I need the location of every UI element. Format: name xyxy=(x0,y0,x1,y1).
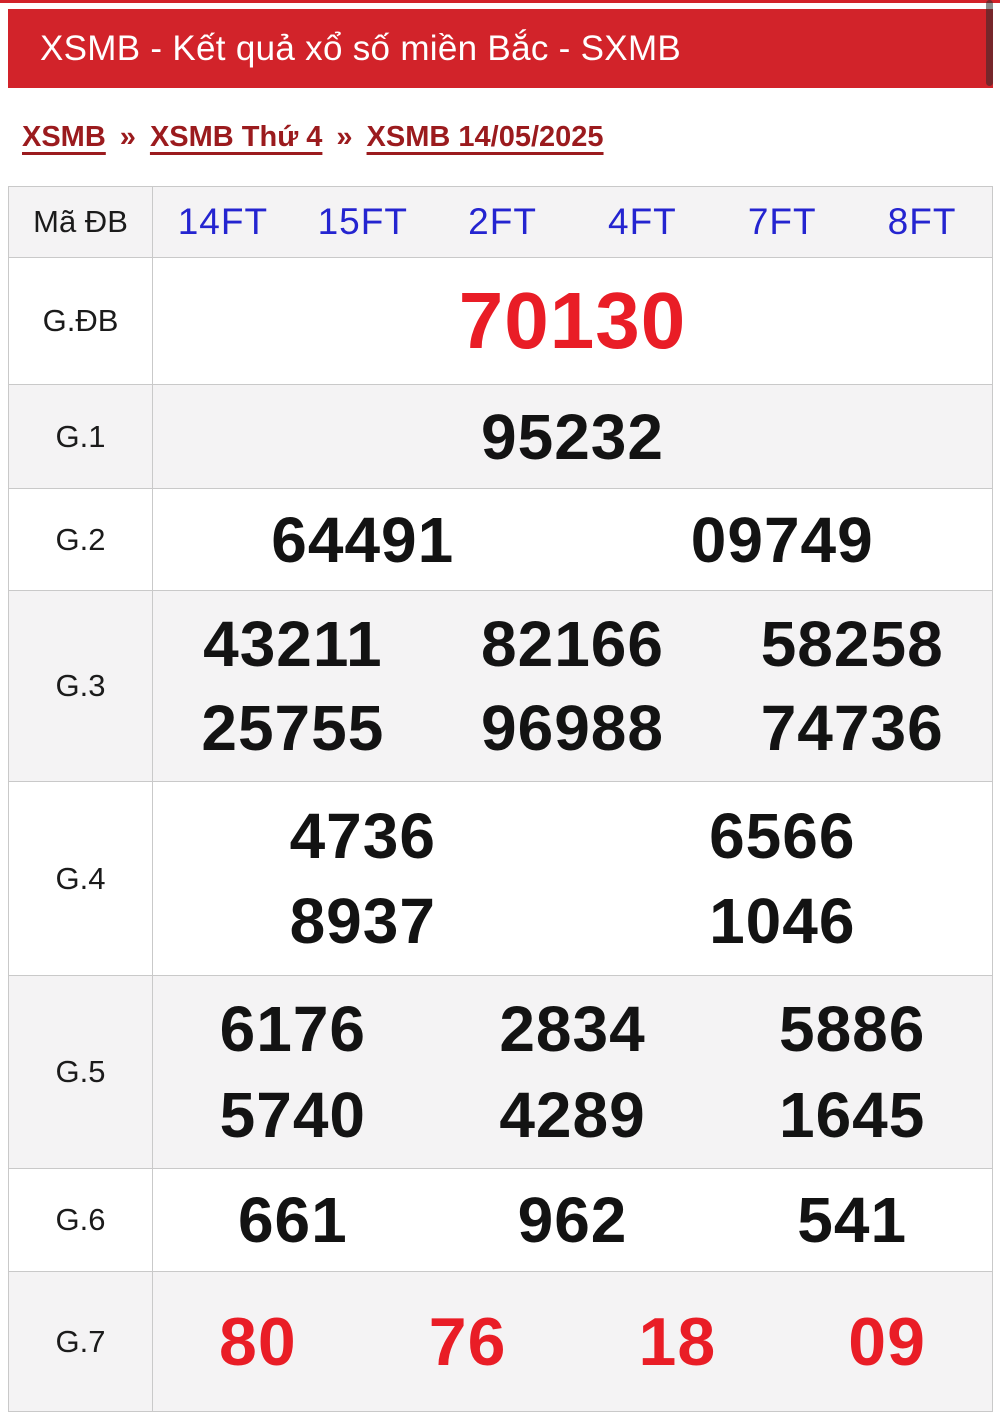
prize-row-g6: G.6 661 962 541 xyxy=(9,1169,992,1272)
prize-number: 96988 xyxy=(481,692,664,765)
prize-number: 8937 xyxy=(289,885,436,958)
prize-values-g7: 80 76 18 09 xyxy=(153,1272,992,1411)
special-code: 7FT xyxy=(747,201,817,242)
page-title: XSMB - Kết quả xổ số miền Bắc - SXMB xyxy=(40,28,682,68)
special-code: 8FT xyxy=(887,201,957,242)
prize-number: 09 xyxy=(848,1303,926,1380)
special-code-line: 14FT 15FT 2FT 4FT 7FT 8FT xyxy=(153,201,992,243)
page-header: XSMB - Kết quả xổ số miền Bắc - SXMB xyxy=(8,9,993,88)
results-table: Mã ĐB 14FT 15FT 2FT 4FT 7FT 8FT G.ĐB 70130 G.1 952… xyxy=(8,186,993,1412)
prize-number: 58258 xyxy=(760,607,944,680)
prize-label-g7: G.7 xyxy=(9,1272,153,1411)
prize-label-g2: G.2 xyxy=(9,489,153,590)
prize-label-g4: G.4 xyxy=(9,782,153,975)
prize-label-gdb: G.ĐB xyxy=(9,258,153,384)
breadcrumb-link-3[interactable]: XSMB 14/05/2025 xyxy=(366,120,604,153)
breadcrumb-separator: » xyxy=(336,120,353,153)
prize-number-line: 43211 82166 58258 xyxy=(153,612,992,676)
prize-number-line: 6176 2834 5886 xyxy=(153,997,992,1061)
special-code: 15FT xyxy=(317,201,408,242)
special-code: 4FT xyxy=(608,201,677,242)
prize-values-g1: 95232 xyxy=(153,385,992,488)
top-gap xyxy=(0,3,1000,9)
special-code: 2FT xyxy=(468,201,537,242)
prize-number: 25755 xyxy=(201,692,385,765)
breadcrumb-link-1[interactable]: XSMB xyxy=(22,120,106,153)
prize-number: 4736 xyxy=(289,799,436,872)
breadcrumb-separator: » xyxy=(119,120,136,153)
prize-values-g5: 6176 2834 5886 5740 4289 1645 xyxy=(153,976,992,1168)
prize-number: 09749 xyxy=(690,503,874,576)
prize-number: 5740 xyxy=(219,1078,367,1151)
prize-row-g7: G.7 80 76 18 09 xyxy=(9,1272,992,1412)
prize-row-g5: G.5 6176 2834 5886 5740 4289 1645 xyxy=(9,976,992,1169)
prize-row-g4: G.4 4736 6566 8937 1046 xyxy=(9,782,992,976)
prize-number: 18 xyxy=(638,1303,717,1380)
prize-number: 5886 xyxy=(778,993,926,1066)
prize-number: 2834 xyxy=(499,993,646,1066)
special-code-row-label: Mã ĐB xyxy=(9,187,153,257)
prize-number: 541 xyxy=(797,1184,908,1256)
prize-values-g2: 64491 09749 xyxy=(153,489,992,590)
prize-number-line: 5740 4289 1645 xyxy=(153,1083,992,1147)
prize-number: 70130 xyxy=(458,276,687,365)
prize-row-g2: G.2 64491 09749 xyxy=(9,489,992,591)
prize-number: 1046 xyxy=(709,885,856,958)
special-code-row: Mã ĐB 14FT 15FT 2FT 4FT 7FT 8FT xyxy=(9,187,992,258)
prize-number: 6176 xyxy=(219,993,367,1066)
prize-number-line: 95232 xyxy=(153,405,992,469)
prize-number: 6566 xyxy=(709,799,856,872)
prize-values-gdb: 70130 xyxy=(153,258,992,384)
prize-number-line: 661 962 541 xyxy=(153,1188,992,1252)
prize-number-line: 25755 96988 74736 xyxy=(153,696,992,760)
top-red-line xyxy=(0,0,1000,3)
prize-number: 82166 xyxy=(481,607,664,680)
breadcrumb-link-2[interactable]: XSMB Thứ 4 xyxy=(149,120,323,153)
prize-row-g3: G.3 43211 82166 58258 25755 96988 74736 xyxy=(9,591,992,782)
prize-label-g1: G.1 xyxy=(9,385,153,488)
prize-values-g4: 4736 6566 8937 1046 xyxy=(153,782,992,975)
prize-number: 962 xyxy=(517,1184,628,1256)
prize-values-g6: 661 962 541 xyxy=(153,1169,992,1271)
prize-number: 76 xyxy=(428,1303,507,1380)
prize-number: 661 xyxy=(237,1184,348,1256)
prize-number: 64491 xyxy=(271,503,455,576)
prize-number: 80 xyxy=(219,1303,297,1380)
prize-number: 1645 xyxy=(778,1078,926,1151)
scrollbar-thumb[interactable] xyxy=(986,0,993,86)
prize-label-g5: G.5 xyxy=(9,976,153,1168)
prize-values-g3: 43211 82166 58258 25755 96988 74736 xyxy=(153,591,992,781)
prize-number: 4289 xyxy=(499,1078,646,1151)
prize-label-g6: G.6 xyxy=(9,1169,153,1271)
prize-number-line: 8937 1046 xyxy=(153,889,992,953)
prize-number: 43211 xyxy=(203,607,383,680)
prize-number-line: 70130 xyxy=(153,281,992,361)
prize-number-line: 4736 6566 xyxy=(153,804,992,868)
special-code: 14FT xyxy=(177,201,269,242)
prize-number: 95232 xyxy=(481,400,664,473)
breadcrumb: XSMB » XSMB Thứ 4 » XSMB 14/05/2025 xyxy=(0,88,1000,186)
prize-label-g3: G.3 xyxy=(9,591,153,781)
prize-number-line: 80 76 18 09 xyxy=(153,1308,992,1376)
special-code-values: 14FT 15FT 2FT 4FT 7FT 8FT xyxy=(153,187,992,257)
prize-row-g1: G.1 95232 xyxy=(9,385,992,489)
prize-row-gdb: G.ĐB 70130 xyxy=(9,258,992,385)
prize-number: 74736 xyxy=(760,692,944,765)
prize-number-line: 64491 09749 xyxy=(153,508,992,572)
